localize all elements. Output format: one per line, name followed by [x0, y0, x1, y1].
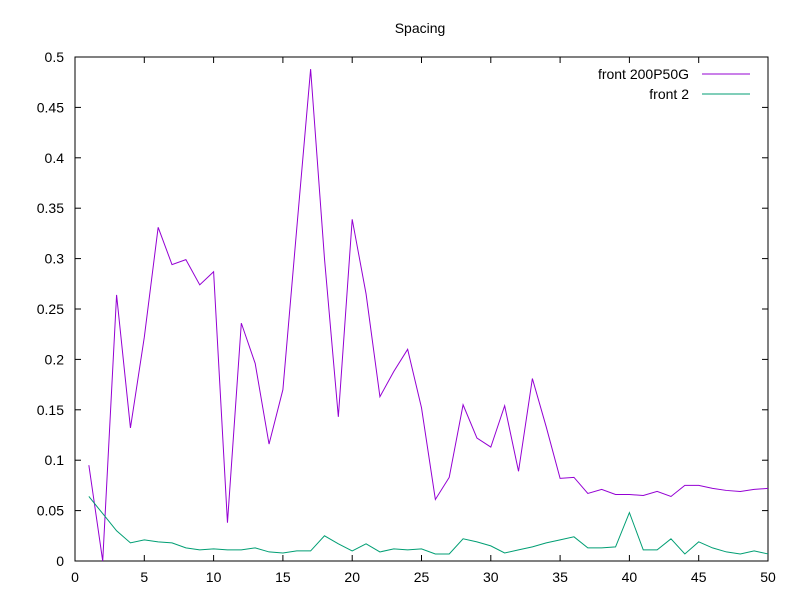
- x-tick-label: 35: [552, 569, 568, 585]
- x-tick-label: 0: [71, 569, 79, 585]
- axis-ticks: 0 5 10 15 20 25 30 35 40 45 50 0 0.05 0.1 0.15 0.2 0.25 0…: [37, 49, 776, 585]
- y-tick-label: 0.15: [37, 402, 64, 418]
- plot-frame: [74, 56, 769, 562]
- y-tick-label: 0.2: [45, 351, 65, 367]
- x-tick-label: 15: [275, 569, 291, 585]
- y-tick-label: 0.5: [45, 49, 65, 65]
- x-tick-label: 45: [691, 569, 707, 585]
- series-line-2: [88, 496, 769, 555]
- y-tick-label: 0.05: [37, 503, 64, 519]
- y-tick-label: 0.4: [45, 150, 65, 166]
- legend-label-1: front 200P50G: [598, 66, 689, 82]
- x-tick-label: 50: [760, 569, 776, 585]
- legend: front 200P50G front 2: [598, 66, 750, 102]
- x-tick-label: 25: [414, 569, 430, 585]
- y-tick-label: 0.45: [37, 99, 64, 115]
- y-tick-label: 0.1: [45, 452, 65, 468]
- series-line-1: [88, 69, 769, 562]
- x-tick-label: 10: [206, 569, 222, 585]
- x-tick-label: 20: [344, 569, 360, 585]
- chart-title: Spacing: [395, 20, 446, 36]
- y-tick-label: 0.25: [37, 301, 64, 317]
- legend-label-2: front 2: [649, 86, 689, 102]
- series-lines: [88, 69, 769, 562]
- x-tick-label: 30: [483, 569, 499, 585]
- y-tick-label: 0.3: [45, 251, 65, 267]
- x-tick-label: 40: [622, 569, 638, 585]
- y-tick-label: 0.35: [37, 200, 64, 216]
- x-tick-label: 5: [140, 569, 148, 585]
- y-tick-label: 0: [56, 553, 64, 569]
